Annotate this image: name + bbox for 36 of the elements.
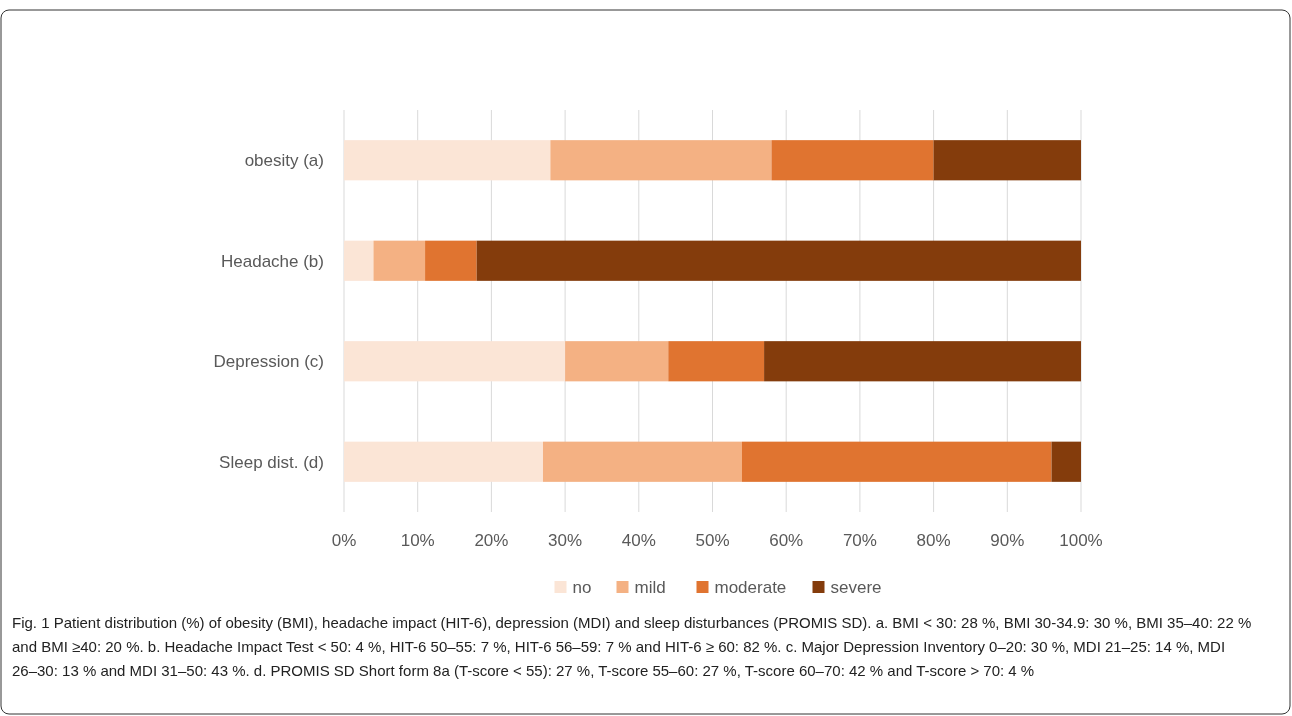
bar: [542, 441, 742, 482]
bar: [425, 240, 477, 281]
x-tick-label: 50%: [695, 531, 730, 550]
y-tick-label: Sleep dist. (d): [219, 452, 324, 472]
bar: [771, 140, 934, 181]
legend-label: mild: [634, 577, 666, 597]
legend-label: no: [572, 577, 592, 597]
x-tick-label: 70%: [842, 531, 877, 550]
bar: [933, 140, 1081, 181]
y-tick-label: obesity (a): [244, 151, 324, 171]
x-tick-label: 10%: [400, 531, 435, 550]
x-tick-label: 0%: [331, 531, 357, 550]
bar: [373, 240, 426, 281]
bar: [1051, 441, 1081, 482]
bar: [565, 341, 669, 382]
bar: [476, 240, 1081, 281]
x-tick-label: 60%: [769, 531, 804, 550]
bar: [741, 441, 1052, 482]
bar: [344, 140, 551, 181]
bar: [344, 240, 374, 281]
bar: [344, 441, 543, 482]
bar: [764, 341, 1081, 382]
y-tick-label: Depression (c): [213, 352, 324, 372]
legend-label: severe: [830, 577, 882, 597]
x-tick-label: 40%: [621, 531, 656, 550]
y-tick-label: Headache (b): [220, 251, 324, 271]
legend-label: moderate: [714, 577, 787, 597]
x-tick-label: 100%: [1059, 531, 1103, 550]
x-tick-label: 30%: [548, 531, 583, 550]
x-tick-label: 20%: [474, 531, 509, 550]
x-tick-label: 90%: [990, 531, 1025, 550]
caption: Fig. 1 Patient distribution (%) of obesity (BMI), headache impact (HIT-6), depression (MDI) and sleep disturbances (PROMIS SD). a. BMI < 30: 28 %, BMI 30-34.9: 30 %, BMI 35–40: 22 % and BMI ≥40: 20 %. b. Headache Impact Test < 50: 4 %, HIT-6 50–55: 7 %, HIT-6 56–59: 7 % and HIT-6 ≥ 60: 82 %. c. Major Depression Inventory 0–20: 30 %, MDI 21–25: 14 %, MDI 26–30: 13 % and MDI 31–50: 43 %. d. PROMIS SD Short form 8a (T-score < 55): 27 %, T-score 55–60: 27 %, T-score 60–70: 42 % and T-score > 70: 4 %: [12, 614, 1252, 679]
bar: [668, 341, 765, 382]
bar: [550, 140, 772, 181]
x-tick-label: 80%: [916, 531, 951, 550]
bar: [344, 341, 566, 382]
